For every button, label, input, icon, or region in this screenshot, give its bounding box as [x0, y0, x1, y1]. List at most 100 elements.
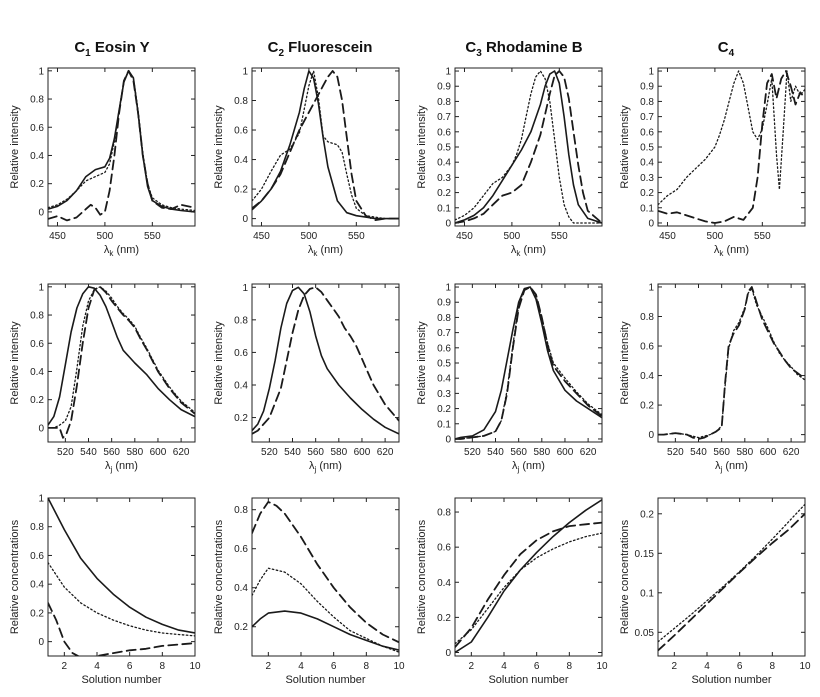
y-tick-label: 1	[445, 283, 451, 294]
y-tick-label: 0	[38, 637, 44, 648]
y-tick-label: 0.7	[437, 328, 451, 339]
x-tick-label: 580	[736, 447, 753, 458]
x-tick-label: 2	[672, 661, 678, 672]
series-dotted-r1c2	[252, 70, 399, 220]
x-axis-label-unit: (nm)	[113, 244, 139, 256]
y-tick-label: 0.8	[437, 313, 451, 324]
panel-r3c4: 2 4 6 8 10 0.05 0.1 0.15 0.2 Relative concentrati…	[619, 497, 811, 686]
y-tick-label: 0.2	[30, 179, 44, 190]
x-tick-label: 580	[533, 447, 550, 458]
y-tick-label: 0.4	[30, 151, 44, 162]
x-axis-label: λj (nm)	[715, 460, 748, 474]
x-axis-label: λj (nm)	[309, 460, 342, 474]
series-dotted-r3c3	[455, 532, 602, 645]
panel-r2c2: 520 540 560 580 600 620 0.2 0.4 0.6 0.8 1 Relative …	[213, 283, 400, 474]
x-tick-label: 620	[580, 447, 597, 458]
y-tick-label: 0.8	[30, 311, 44, 322]
series-dashed-r2c1	[48, 285, 195, 439]
x-tick-label: 500	[504, 231, 521, 242]
x-tick-label: 500	[97, 231, 114, 242]
y-tick-label: 0	[38, 423, 44, 434]
y-tick-label: 0.2	[640, 188, 654, 199]
x-tick-label: 500	[301, 231, 318, 242]
plot-frame-r3c2	[251, 497, 400, 657]
panel-r2c1: 520 540 560 580 600 620 0 0.2 0.4 0.6 0.8 1 Relative…	[9, 282, 196, 474]
y-tick-label: 0.9	[437, 82, 451, 93]
x-tick-label: 550	[348, 231, 365, 242]
y-tick-label: 0.6	[640, 127, 654, 138]
y-tick-label: 0.2	[234, 622, 248, 633]
x-tick-label: 600	[557, 447, 574, 458]
y-tick-label: 0	[445, 434, 451, 445]
plot-frame-r2c3	[454, 283, 603, 443]
panel-r1c1: 450 500 550 0 0.2 0.4 0.6 0.8 1 Relative intensit…	[9, 66, 196, 258]
y-tick-label: 0.6	[437, 343, 451, 354]
series-solid-r3c2	[252, 610, 399, 651]
x-tick-label: 8	[567, 661, 573, 672]
y-axis-label: Relative intensity	[416, 321, 428, 405]
column-title-c3-sub: 3	[476, 48, 482, 59]
panel-r2c4: 520 540 560 580 600 620 0 0.2 0.4 0.6 0.8 1 Relative…	[619, 282, 806, 474]
y-axis-label: Relative concentrations	[416, 519, 428, 634]
y-tick-label: 0.1	[437, 203, 451, 214]
x-axis-label-unit: (nm)	[722, 460, 748, 472]
series-solid-r3c1	[48, 498, 195, 634]
series-dotted-r2c3	[455, 286, 602, 440]
x-tick-label: 8	[160, 661, 166, 672]
x-axis-label-main: λ	[714, 244, 720, 256]
x-tick-label: 6	[127, 661, 133, 672]
x-axis-label-sub: j	[110, 465, 113, 474]
x-tick-label: 2	[62, 661, 68, 672]
x-axis-label: λk (nm)	[511, 244, 546, 258]
panel-r3c1: 2 4 6 8 10 0 0.2 0.4 0.6 0.8 1 Relative concentrati…	[9, 494, 201, 687]
y-tick-label: 0.2	[30, 608, 44, 619]
plot-frame-r2c1	[47, 283, 196, 443]
series-solid-r2c2	[252, 286, 399, 435]
x-tick-label: 600	[354, 447, 371, 458]
y-tick-label: 0.05	[635, 628, 655, 639]
y-axis-label: Relative intensity	[9, 105, 21, 189]
series-dashed-r3c4	[658, 512, 805, 652]
plot-frame-r2c4	[657, 283, 806, 443]
series-dashed-r2c4	[658, 286, 805, 440]
plot-frame-r3c3	[454, 497, 603, 657]
y-axis-label: Relative intensity	[9, 321, 21, 405]
x-axis-label-main: λ	[105, 460, 111, 472]
x-tick-label: 10	[393, 661, 405, 672]
y-tick-label: 0.7	[437, 112, 451, 123]
y-tick-label: 0.8	[234, 315, 248, 326]
y-axis-label: Relative intensity	[416, 105, 428, 189]
x-tick-label: 550	[551, 231, 568, 242]
series-solid-r3c3	[455, 499, 602, 654]
x-tick-label: 10	[596, 661, 608, 672]
x-axis-label-unit: (nm)	[317, 244, 343, 256]
x-axis-label: Solution number	[81, 674, 161, 686]
y-tick-label: 0.4	[640, 158, 654, 169]
x-axis-label-main: λ	[308, 244, 314, 256]
y-axis-label: Relative intensity	[213, 105, 225, 189]
y-axis-label: Relative intensity	[619, 321, 631, 405]
y-axis-label: Relative concentrations	[9, 519, 21, 634]
x-tick-label: 620	[173, 447, 190, 458]
x-axis-label: λj (nm)	[512, 460, 545, 474]
series-dotted-r1c4	[658, 70, 805, 206]
y-tick-label: 0.2	[437, 613, 451, 624]
x-axis-label-unit: (nm)	[723, 244, 749, 256]
column-title-c3-main: C	[465, 39, 476, 56]
column-title-c1-sub: 1	[85, 48, 91, 59]
x-tick-label: 450	[659, 231, 676, 242]
x-axis-label-unit: (nm)	[520, 244, 546, 256]
plot-frame-r1c2	[251, 67, 400, 227]
y-tick-label: 1	[445, 67, 451, 78]
x-tick-label: 560	[307, 447, 324, 458]
y-tick-label: 0.2	[234, 413, 248, 424]
x-axis-label-sub: j	[517, 465, 520, 474]
column-title-c1-main: C	[74, 39, 85, 56]
x-tick-label: 450	[456, 231, 473, 242]
x-tick-label: 580	[330, 447, 347, 458]
y-tick-label: 0.8	[437, 97, 451, 108]
x-tick-label: 10	[189, 661, 201, 672]
column-title-c2-main: C	[268, 39, 279, 56]
x-axis-label: λj (nm)	[105, 460, 138, 474]
x-axis-label: Solution number	[691, 674, 771, 686]
